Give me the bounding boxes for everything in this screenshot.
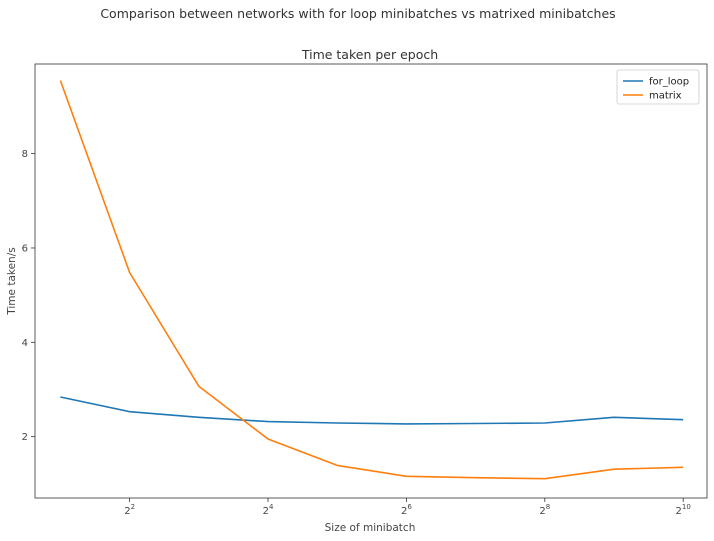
x-axis-ticks: 22 24 26 28 210 (124, 498, 691, 517)
legend-label-matrix: matrix (649, 91, 682, 102)
series-line-for-loop (60, 396, 684, 425)
x-tick-label-base: 2 (539, 506, 545, 517)
series-line-matrix (59, 80, 684, 480)
y-axis-label: Time taken/s (6, 247, 18, 315)
x-tick-label: 24 (263, 503, 274, 517)
y-axis-ticks: 2 4 6 8 (22, 149, 35, 443)
plot-area-frame (34, 63, 708, 499)
x-tick-label-exponent: 8 (546, 503, 550, 511)
x-tick-label-base: 2 (124, 506, 130, 517)
axes-title: Time taken per epoch (301, 47, 438, 62)
x-tick-label: 22 (124, 503, 135, 517)
y-tick-label: 2 (22, 432, 28, 443)
y-tick-label: 6 (22, 243, 28, 254)
x-tick-label-base: 2 (676, 506, 682, 517)
series-lines (59, 80, 684, 480)
y-tick-label: 4 (22, 338, 28, 349)
x-tick-label-base: 2 (401, 506, 407, 517)
x-tick-label-exponent: 10 (682, 503, 691, 511)
x-axis-label: Size of minibatch (325, 522, 416, 534)
x-tick-label: 210 (676, 503, 691, 517)
figure-suptitle: Comparison between networks with for loo… (100, 6, 615, 21)
x-tick-label-exponent: 2 (131, 503, 135, 511)
x-tick-label-base: 2 (263, 506, 269, 517)
x-tick-label-exponent: 6 (407, 503, 412, 511)
x-tick-label: 28 (539, 503, 550, 517)
x-tick-label: 26 (401, 503, 412, 517)
x-tick-label-exponent: 4 (269, 503, 274, 511)
y-tick-label: 8 (22, 149, 28, 160)
legend-label-for-loop: for_loop (649, 77, 689, 88)
